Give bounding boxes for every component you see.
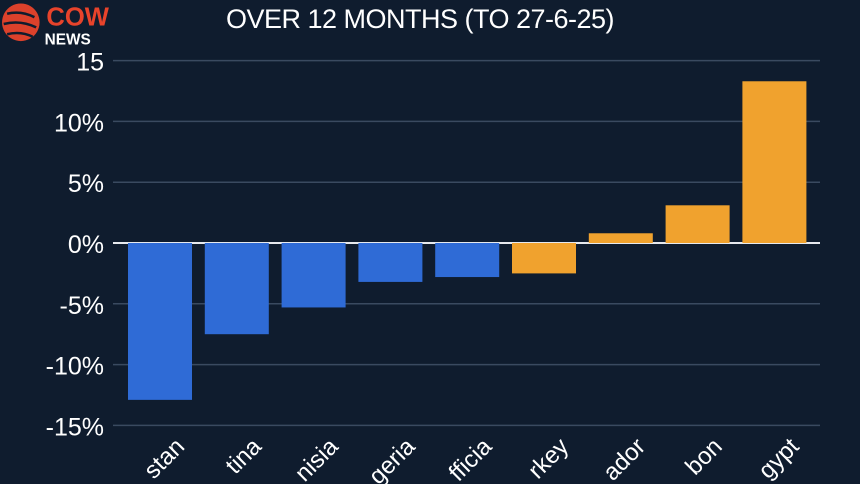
x-tick-label: ador bbox=[598, 433, 651, 484]
x-tick-label: bon bbox=[680, 433, 727, 480]
bar bbox=[665, 205, 730, 243]
y-tick-label: 0% bbox=[68, 231, 104, 259]
y-tick-label: -5% bbox=[60, 292, 104, 320]
chart-title: OVER 12 MONTHS (TO 27-6-25) bbox=[225, 4, 615, 34]
x-tick-label: rkey bbox=[523, 433, 574, 484]
cow-news-logo: COW NEWS bbox=[2, 3, 110, 48]
x-tick-label: fficia bbox=[444, 433, 498, 484]
y-tick-label: 5% bbox=[68, 170, 104, 198]
x-tick-label: geria bbox=[364, 433, 421, 484]
bar bbox=[588, 233, 653, 243]
bar bbox=[204, 243, 269, 335]
bar bbox=[281, 243, 346, 308]
svg-text:COW: COW bbox=[46, 4, 109, 32]
bar bbox=[512, 243, 576, 274]
y-tick-label: 10% bbox=[54, 109, 104, 137]
x-tick-label: nisia bbox=[290, 433, 344, 484]
y-tick-label: 15 bbox=[76, 49, 104, 77]
y-tick-label: -15% bbox=[46, 413, 104, 441]
bar bbox=[435, 243, 500, 278]
bar bbox=[358, 243, 423, 282]
bar bbox=[128, 243, 192, 400]
bar bbox=[742, 81, 807, 243]
x-tick-label: tina bbox=[220, 433, 267, 480]
x-tick-label: stan bbox=[139, 433, 190, 484]
svg-text:NEWS: NEWS bbox=[45, 31, 91, 48]
y-tick-label: -10% bbox=[46, 353, 104, 381]
x-tick-label: gypt bbox=[753, 433, 804, 484]
